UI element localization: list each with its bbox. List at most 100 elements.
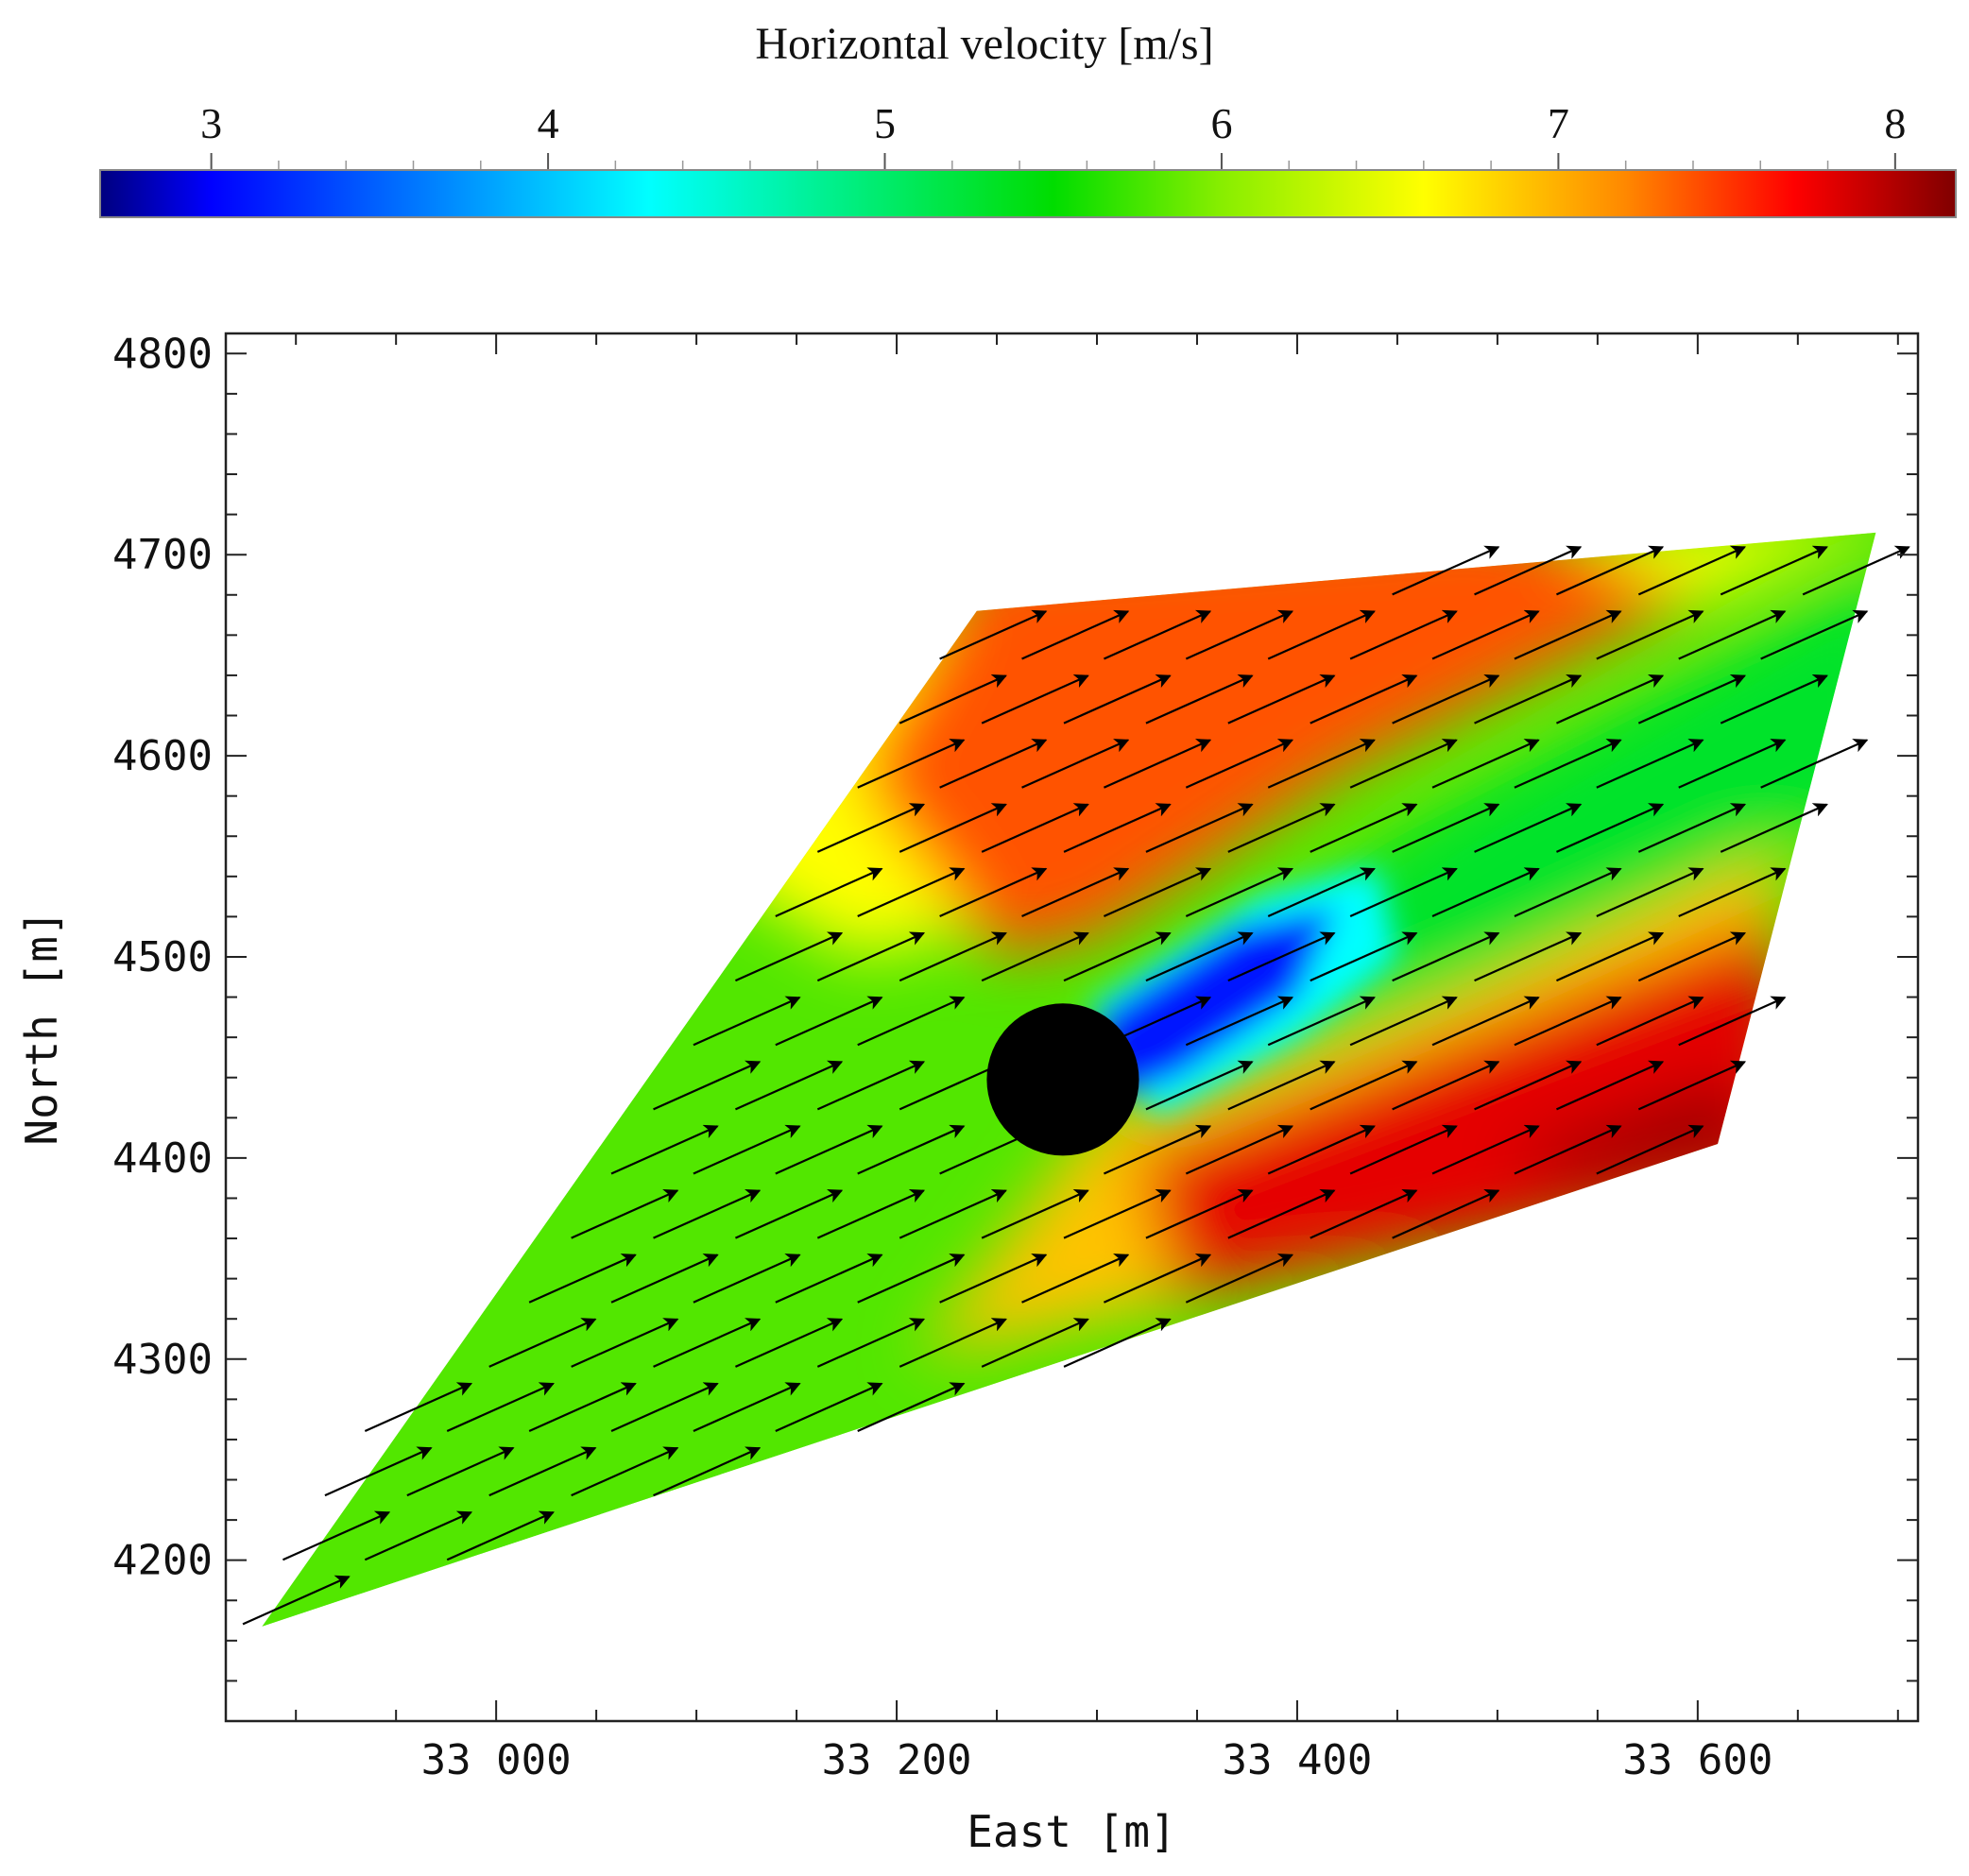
velocity-arrow <box>1185 1124 1294 1175</box>
velocity-arrow <box>364 1382 473 1432</box>
velocity-arrow <box>1063 803 1172 853</box>
velocity-arrow <box>1063 931 1172 982</box>
x-tick-label: 33 200 <box>822 1736 972 1784</box>
velocity-arrow <box>693 1124 801 1175</box>
velocity-arrow <box>1720 545 1828 596</box>
velocity-arrow <box>1596 1124 1704 1175</box>
velocity-arrow <box>899 803 1007 853</box>
velocity-arrow <box>1021 739 1130 789</box>
velocity-arrow <box>446 1510 555 1561</box>
velocity-arrow <box>1431 996 1540 1047</box>
velocity-arrow <box>734 1318 844 1368</box>
field-wake-core <box>1096 906 1338 1099</box>
velocity-arrow <box>1514 609 1622 660</box>
velocity-arrow <box>1185 996 1294 1047</box>
velocity-arrow <box>1720 674 1828 725</box>
velocity-arrow <box>1678 609 1787 660</box>
y-tick-label: 4500 <box>112 933 213 981</box>
velocity-arrow <box>1431 609 1540 660</box>
velocity-arrow <box>1514 739 1622 789</box>
velocity-arrow <box>1310 1189 1418 1239</box>
y-tick-label: 4700 <box>112 531 213 579</box>
velocity-arrow <box>1431 1124 1540 1175</box>
velocity-arrow <box>816 1060 926 1111</box>
velocity-arrow <box>1185 739 1294 789</box>
velocity-arrow <box>1637 803 1747 853</box>
colorbar-tick-label: 3 <box>200 99 222 147</box>
velocity-arrow <box>981 931 1089 982</box>
velocity-arrow <box>857 739 966 789</box>
velocity-arrow <box>571 1189 679 1239</box>
velocity-arrow <box>653 1446 762 1497</box>
velocity-arrow <box>899 931 1007 982</box>
velocity-arrow <box>528 1382 637 1432</box>
velocity-arrow <box>1392 803 1500 853</box>
velocity-arrow <box>1678 739 1787 789</box>
velocity-arrow <box>1145 1060 1254 1111</box>
velocity-arrow <box>857 1382 966 1432</box>
velocity-arrow <box>857 1254 966 1304</box>
velocity-arrow <box>1310 674 1418 725</box>
field-band-north-west <box>856 532 1698 957</box>
velocity-arrow <box>939 739 1048 789</box>
velocity-arrow <box>446 1382 555 1432</box>
velocity-arrow <box>1063 1189 1172 1239</box>
velocity-arrow <box>242 1575 351 1626</box>
velocity-arrow <box>816 1318 926 1368</box>
plot-area: 33 000 33 200 33 400 33 600 4200 4300 4400 450… <box>16 330 1920 1857</box>
y-tick-label: 4600 <box>112 732 213 780</box>
velocity-arrow <box>1392 1189 1500 1239</box>
velocity-arrow <box>981 803 1089 853</box>
velocity-arrow <box>1267 996 1376 1047</box>
velocity-arrow <box>899 674 1007 725</box>
velocity-arrow <box>899 1189 1007 1239</box>
velocity-arrow <box>775 1382 883 1432</box>
velocity-arrow <box>857 996 966 1047</box>
velocity-arrow <box>1760 609 1869 660</box>
y-axis-ticks <box>226 352 1918 1722</box>
velocity-arrow <box>610 1124 719 1175</box>
colorbar-title: Horizontal velocity [m/s] <box>755 19 1213 69</box>
velocity-arrow <box>1063 1318 1172 1368</box>
velocity-arrow <box>1431 867 1540 917</box>
x-axis-tick-labels: 33 000 33 200 33 400 33 600 <box>421 1736 1773 1784</box>
velocity-arrow <box>1555 931 1665 982</box>
velocity-arrow <box>1596 609 1704 660</box>
velocity-arrow <box>610 1382 719 1432</box>
velocity-arrow <box>653 1060 762 1111</box>
velocity-arrow <box>1514 996 1622 1047</box>
velocity-arrow <box>1431 739 1540 789</box>
velocity-arrow <box>1103 1124 1212 1175</box>
velocity-arrow <box>1555 674 1665 725</box>
velocity-arrow <box>1145 674 1254 725</box>
velocity-arrow <box>857 867 966 917</box>
velocity-arrow <box>1392 545 1500 596</box>
velocity-arrow <box>981 1189 1089 1239</box>
velocity-arrow <box>1392 1060 1500 1111</box>
velocity-arrow <box>282 1510 391 1561</box>
x-axis-ticks <box>295 333 1899 1721</box>
velocity-arrow <box>1637 545 1747 596</box>
velocity-arrow <box>775 867 883 917</box>
velocity-arrow <box>1267 1124 1376 1175</box>
velocity-arrow <box>653 1189 762 1239</box>
velocity-arrow <box>1103 867 1212 917</box>
velocity-arrow <box>1349 1124 1458 1175</box>
x-axis-label: East [m] <box>967 1806 1176 1857</box>
velocity-arrow <box>1310 1060 1418 1111</box>
velocity-arrow <box>653 1318 762 1368</box>
colorbar-tick-label: 6 <box>1210 99 1232 147</box>
velocity-arrow <box>775 1124 883 1175</box>
velocity-arrow <box>1392 931 1500 982</box>
velocity-arrow <box>1514 1124 1622 1175</box>
velocity-arrow <box>488 1446 597 1497</box>
velocity-arrow <box>1021 609 1130 660</box>
velocity-arrow <box>1760 739 1869 789</box>
velocity-arrow <box>1267 609 1376 660</box>
velocity-arrow <box>981 674 1089 725</box>
velocity-arrow <box>1474 931 1583 982</box>
velocity-arrow <box>1392 674 1500 725</box>
velocity-arrow <box>1474 803 1583 853</box>
colorbar-tick-labels: 3 4 5 6 7 8 <box>200 99 1906 170</box>
